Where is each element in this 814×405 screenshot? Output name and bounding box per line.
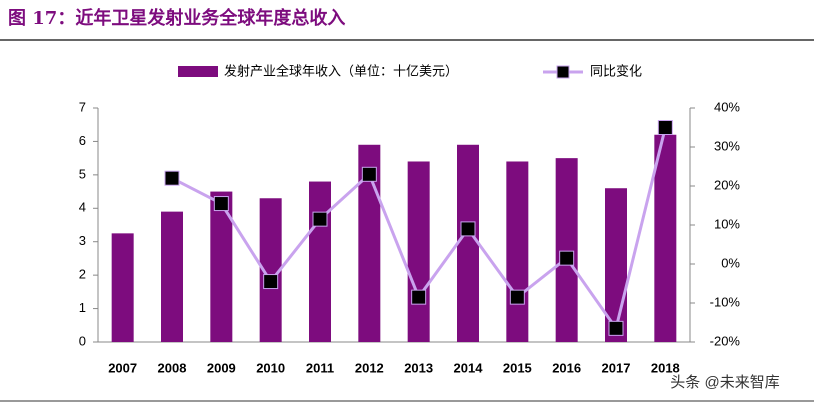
legend-marker <box>556 65 570 79</box>
y2-tick-label: 0% <box>721 255 740 270</box>
bar <box>309 181 331 342</box>
y2-tick-label: 10% <box>714 216 740 231</box>
bar <box>358 144 381 342</box>
bar <box>506 161 529 342</box>
chart-title: 图 17：近年卫星发射业务全球年度总收入 <box>8 7 345 29</box>
marker <box>608 320 624 336</box>
marker <box>559 250 575 266</box>
x-tick-label: 2015 <box>503 360 532 375</box>
y-tick-label: 6 <box>79 133 86 148</box>
y-tick-label: 0 <box>79 333 86 348</box>
y-tick-label: 3 <box>79 233 86 248</box>
x-tick-label: 2018 <box>651 360 680 375</box>
marker <box>361 166 377 182</box>
marker <box>509 289 525 305</box>
bar <box>555 158 578 342</box>
x-tick-label: 2008 <box>158 360 187 375</box>
y-tick-label: 1 <box>79 300 86 315</box>
marker <box>164 170 180 186</box>
x-tick-label: 2016 <box>552 360 581 375</box>
x-tick-label: 2013 <box>404 360 433 375</box>
bar <box>111 233 134 342</box>
x-tick-label: 2012 <box>355 360 384 375</box>
marker <box>411 289 427 305</box>
y-tick-label: 7 <box>79 99 86 114</box>
bar <box>161 211 183 342</box>
x-tick-label: 2009 <box>207 360 236 375</box>
x-tick-label: 2010 <box>256 360 285 375</box>
legend-swatch <box>178 66 218 77</box>
y-tick-label: 4 <box>79 200 86 215</box>
marker <box>263 274 279 290</box>
y2-tick-label: 40% <box>714 99 740 114</box>
legend-label: 发射产业全球年收入（单位：十亿美元） <box>224 63 458 78</box>
legend-label: 同比变化 <box>590 63 642 78</box>
x-tick-label: 2014 <box>454 360 484 375</box>
watermark: 头条 @未来智库 <box>670 373 779 391</box>
y-tick-label: 2 <box>79 267 86 282</box>
y2-tick-label: 30% <box>714 138 740 153</box>
y2-tick-label: -20% <box>710 333 741 348</box>
bar <box>654 134 677 342</box>
bar <box>407 161 430 342</box>
marker <box>312 211 328 227</box>
bar <box>457 144 479 342</box>
marker <box>460 221 476 237</box>
y2-tick-label: 20% <box>714 177 740 192</box>
marker <box>213 196 229 212</box>
bar <box>210 191 233 342</box>
x-tick-label: 2017 <box>602 360 631 375</box>
bar <box>259 198 282 342</box>
marker <box>657 120 673 135</box>
x-tick-label: 2011 <box>306 360 334 375</box>
x-tick-label: 2007 <box>108 360 137 375</box>
y2-tick-label: -10% <box>710 294 741 309</box>
y-tick-label: 5 <box>79 166 86 181</box>
